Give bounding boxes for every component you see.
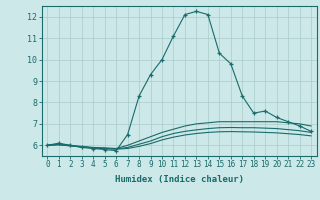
X-axis label: Humidex (Indice chaleur): Humidex (Indice chaleur) — [115, 175, 244, 184]
